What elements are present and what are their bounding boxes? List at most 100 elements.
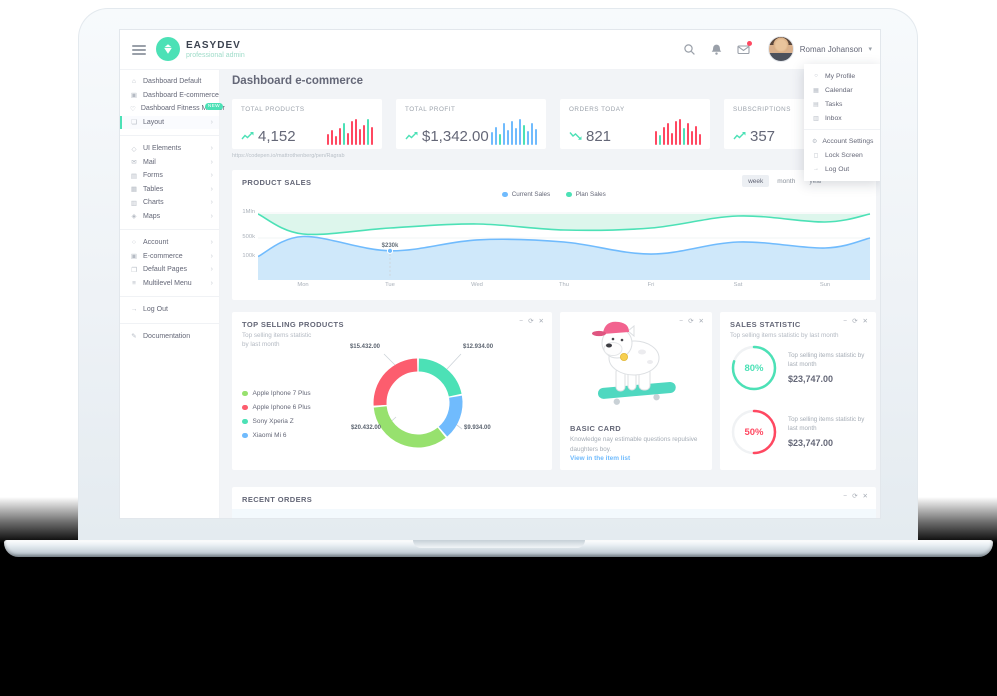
collapse-icon[interactable]: − <box>519 318 524 325</box>
sidebar-item-label: Dashboard E-commerce <box>143 91 219 99</box>
y-tick: 100k <box>242 253 255 259</box>
sidebar: ⌂ Dashboard Default ▣ Dashboard E-commerce ♡… <box>120 70 225 518</box>
menu-item-inbox[interactable]: ▥ Inbox <box>804 111 880 125</box>
legend-xiaomi-mi-6[interactable]: Xiaomi Mi 6 <box>242 432 311 439</box>
x-tick: Tue <box>385 282 395 288</box>
sidebar-item-multilevel-menu[interactable]: ≡ Multilevel Menu › <box>120 277 219 291</box>
logo[interactable]: EASYDEV professional admin <box>156 37 245 61</box>
sidebar-item-default-pages[interactable]: ❐ Default Pages › <box>120 263 219 277</box>
spark-bar <box>366 119 369 145</box>
sidebar-item-account[interactable]: ○ Account › <box>120 236 219 250</box>
y-tick: 1Mln <box>242 209 255 215</box>
menu-item-lock-screen[interactable]: ◻ Lock Screen <box>804 148 880 162</box>
user-profile-button[interactable]: Roman Johanson ▾ <box>767 36 872 62</box>
close-icon[interactable]: ✕ <box>698 318 704 325</box>
bell-icon[interactable] <box>710 43 723 56</box>
sidebar-item-e-commerce[interactable]: ▣ E-commerce › <box>120 250 219 264</box>
laptop-frame: EASYDEV professional admin <box>78 8 918 540</box>
spark-bar <box>346 133 349 145</box>
menu-item-my-profile[interactable]: ○ My Profile <box>804 69 880 83</box>
menu-divider <box>804 129 880 130</box>
menu-toggle-icon[interactable] <box>132 45 146 55</box>
donut-slice-apple-iphone-6-plus[interactable] <box>373 358 418 406</box>
logo-text: EASYDEV professional admin <box>186 40 245 59</box>
legend-current-sales[interactable]: Current Sales <box>502 191 550 198</box>
sidebar-item-label: UI Elements <box>143 145 182 153</box>
donut-slice-xiaomi-mi-6[interactable] <box>438 395 463 437</box>
sidebar-item-dashboard-default[interactable]: ⌂ Dashboard Default <box>120 75 219 89</box>
spark-bar <box>694 126 697 145</box>
trend-up-icon <box>241 128 254 145</box>
sidebar-item-log-out[interactable]: → Log Out <box>120 303 219 317</box>
spark-bar <box>654 131 657 145</box>
stat-label: ORDERS TODAY <box>569 106 625 113</box>
close-icon[interactable]: ✕ <box>538 318 544 325</box>
spark-bar <box>526 131 529 145</box>
close-icon[interactable]: ✕ <box>862 493 868 500</box>
range-year-button[interactable]: year <box>809 177 822 185</box>
x-tick: Fri <box>647 282 655 288</box>
chevron-right-icon: › <box>210 172 213 180</box>
range-week-button[interactable]: week <box>742 175 770 187</box>
envelope-icon: ✉ <box>131 159 137 167</box>
sidebar-item-label: Maps <box>143 212 161 220</box>
legend-plan-sales[interactable]: Plan Sales <box>566 191 606 198</box>
spark-bar <box>666 123 669 145</box>
menu-item-calendar[interactable]: ▦ Calendar <box>804 83 880 97</box>
menu-item-account-settings[interactable]: ⚙ Account Settings <box>804 134 880 148</box>
mini-bar-chart <box>654 118 701 145</box>
slice-label: $15.432.00 <box>349 344 380 350</box>
sidebar-item-tables[interactable]: ▦ Tables › <box>120 183 219 197</box>
search-icon[interactable] <box>683 43 696 56</box>
sidebar-item-forms[interactable]: ▤ Forms › <box>120 169 219 183</box>
menu-item-tasks[interactable]: ▤ Tasks <box>804 97 880 111</box>
menu-icon: ≡ <box>132 279 136 287</box>
stat-card-orders-today: ORDERS TODAY 821 <box>560 99 710 149</box>
logout-icon: → <box>813 166 819 172</box>
sidebar-item-dashboard-fitness-monitor[interactable]: ♡ Dashboard Fitness Monitor NEW <box>120 102 225 116</box>
ring-percent: 80% <box>744 362 764 374</box>
sidebar-item-ui-elements[interactable]: ◇ UI Elements › <box>120 142 219 156</box>
chevron-right-icon: › <box>210 185 213 193</box>
ring-amount: $23,747.00 <box>788 438 834 448</box>
view-item-list-link[interactable]: View in the item list <box>570 455 631 462</box>
range-month-button[interactable]: month <box>777 177 796 185</box>
x-tick: Thu <box>559 282 569 288</box>
sidebar-divider <box>120 229 219 230</box>
refresh-icon[interactable]: ⟳ <box>528 318 534 325</box>
panel-title: RECENT ORDERS <box>242 495 313 504</box>
sidebar-item-dashboard-e-commerce[interactable]: ▣ Dashboard E-commerce <box>120 89 219 103</box>
sidebar-item-label: Default Pages <box>143 266 187 274</box>
sidebar-item-label: Account <box>143 239 169 247</box>
spark-bar <box>682 128 685 145</box>
legend-sony-xperia-z[interactable]: Sony Xperia Z <box>242 418 311 425</box>
close-icon[interactable]: ✕ <box>862 318 868 325</box>
legend-apple-iphone-6-plus[interactable]: Apple Iphone 6 Plus <box>242 404 311 411</box>
diamond-icon: ◇ <box>131 145 137 153</box>
mail-icon[interactable] <box>737 41 752 56</box>
refresh-icon[interactable]: ⟳ <box>688 318 694 325</box>
sidebar-item-maps[interactable]: ◈ Maps › <box>120 210 219 224</box>
legend-label: Apple Iphone 7 Plus <box>252 390 311 397</box>
user-dropdown-menu: ○ My Profile ▦ Calendar ▤ Tasks ▥ Inbox ⚙ Account… <box>804 64 880 181</box>
user-name: Roman Johanson <box>799 44 863 54</box>
sidebar-item-mail[interactable]: ✉ Mail › <box>120 156 219 170</box>
menu-item-log-out[interactable]: → Log Out <box>804 162 880 176</box>
collapse-icon[interactable]: − <box>843 318 848 325</box>
ring-amount: $23,747.00 <box>788 374 834 384</box>
sidebar-item-charts[interactable]: ▥ Charts › <box>120 196 219 210</box>
user-icon: ○ <box>814 73 818 79</box>
refresh-icon[interactable]: ⟳ <box>852 318 858 325</box>
basic-card-panel: − ⟳ ✕ <box>560 312 712 470</box>
donut-slice-sony-xperia-z[interactable] <box>418 358 462 397</box>
donut-slice-apple-iphone-7-plus[interactable] <box>373 405 446 448</box>
sidebar-item-documentation[interactable]: ✎ Documentation <box>120 330 219 344</box>
refresh-icon[interactable]: ⟳ <box>852 493 858 500</box>
x-tick: Sat <box>733 282 743 288</box>
legend-apple-iphone-7-plus[interactable]: Apple Iphone 7 Plus <box>242 390 311 397</box>
sidebar-item-layout[interactable]: ❏ Layout › <box>120 115 219 129</box>
collapse-icon[interactable]: − <box>679 318 684 325</box>
collapse-icon[interactable]: − <box>843 493 848 500</box>
spark-bar <box>362 125 365 145</box>
x-tick: Sun <box>819 282 831 288</box>
